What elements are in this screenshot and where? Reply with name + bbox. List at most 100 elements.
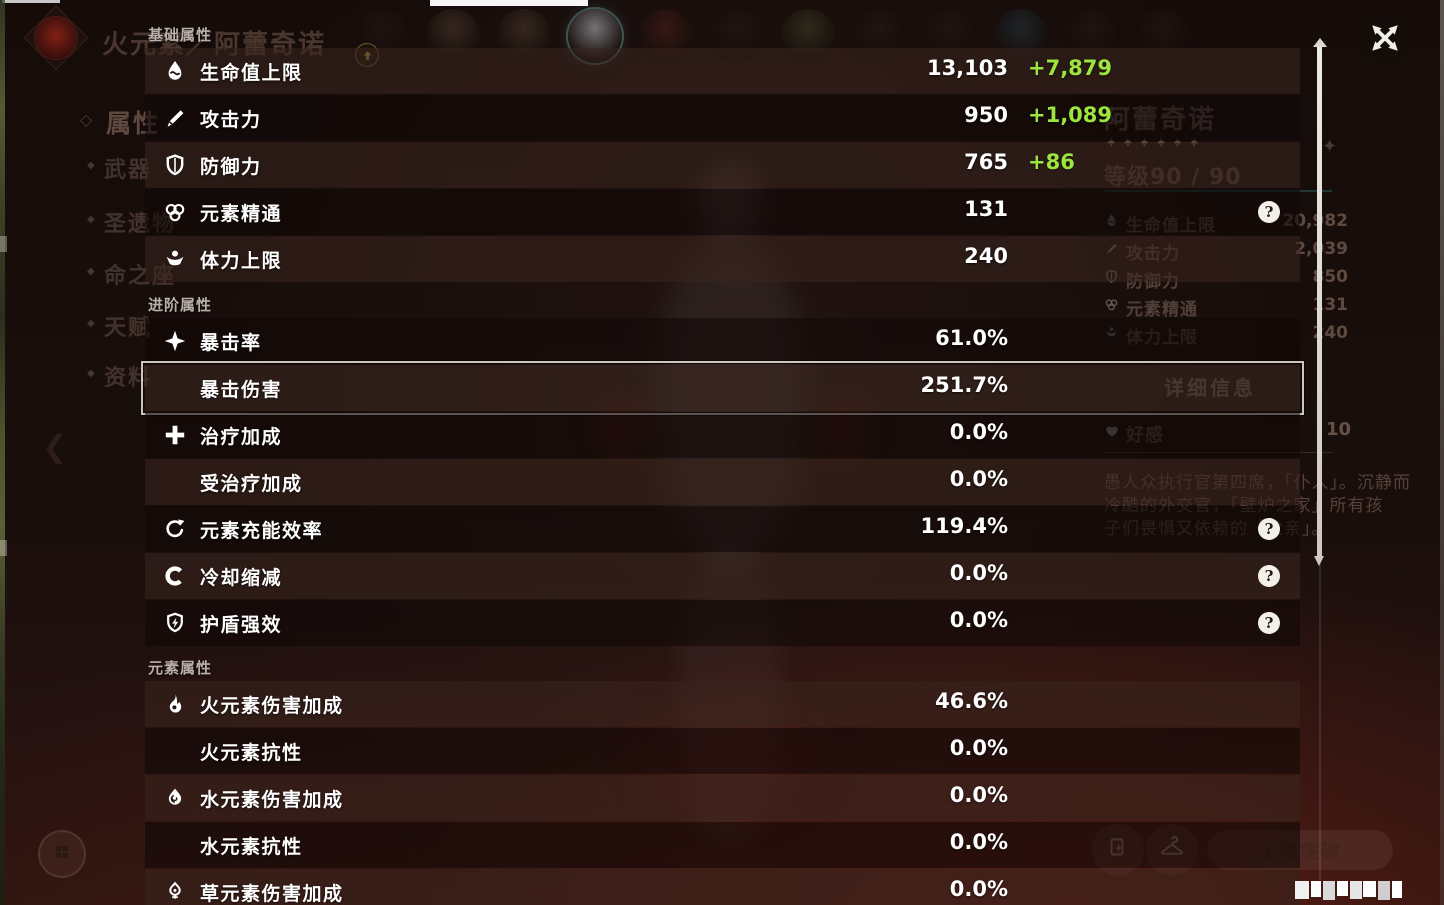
sidebar-bullet-icon: ◇ [80,110,93,129]
censor-block [1323,881,1335,900]
stat-row-1-1[interactable]: 暴击伤害 251.7% [141,361,1304,415]
stat-label: 元素充能效率 [200,520,324,542]
hp-icon [163,59,187,83]
sidebar-item-5[interactable]: 天赋 [104,316,153,341]
stat-value: 0.0% [949,467,1008,491]
stat-row-0-0[interactable]: 生命值上限 13,103 +7,879 [145,48,1300,94]
stat-value: 765 [964,150,1008,174]
stat-row-2-1[interactable]: 火元素抗性 0.0% [145,728,1300,774]
censor-block [1378,881,1390,900]
stat-row-1-0[interactable]: 暴击率 61.0% [145,318,1300,364]
stat-value: 0.0% [949,420,1008,444]
stat-label: 元素精通 [200,203,283,225]
stat-row-1-5[interactable]: 冷却缩减 0.0%? [145,553,1300,599]
stat-row-1-2[interactable]: 治疗加成 0.0% [145,412,1300,458]
friendship-value: 10 [1326,419,1352,440]
stat-row-2-0[interactable]: 火元素伤害加成 46.6% [145,681,1300,727]
world-edge-mark [0,236,7,252]
stat-label: 冷却缩减 [200,567,283,589]
scene-sparkle: ✦ [1322,136,1338,157]
stamina-icon [163,247,187,271]
sidebar-bullet-icon: ◆ [87,368,95,379]
stat-row-0-1[interactable]: 攻击力 950 +1,089 [145,95,1300,141]
stat-row-2-3[interactable]: 水元素抗性 0.0% [145,822,1300,868]
stat-label: 火元素伤害加成 [200,695,344,717]
stat-row-1-6[interactable]: 护盾强效 0.0%? [145,600,1300,646]
stat-bonus-value: +7,879 [1028,56,1113,80]
censor-block [1337,881,1348,896]
scrollbar-thumb-tip [1314,556,1324,566]
overview-grid-button[interactable] [38,830,86,878]
stat-label: 火元素抗性 [200,742,303,764]
sidebar-bullet-icon: ◆ [87,160,95,171]
help-icon[interactable]: ? [1258,201,1280,223]
pyro-emblem-core [34,16,78,60]
help-icon[interactable]: ? [1258,565,1280,587]
stat-row-0-2[interactable]: 防御力 765 +86 [145,142,1300,188]
sidebar-bullet-icon: ◆ [87,318,95,329]
help-icon[interactable]: ? [1258,518,1280,540]
def-icon [163,153,187,177]
stat-value: 0.0% [949,783,1008,807]
censor-block [1363,881,1376,897]
stat-label: 生命值上限 [200,62,303,84]
cooldown-icon [163,564,187,588]
hydro-icon [163,786,187,810]
censored-uid-mosaic [1295,881,1405,901]
close-icon [1368,21,1402,59]
section-header: 进阶属性 [148,296,213,314]
stat-value: 0.0% [949,877,1008,901]
em-icon [1104,297,1119,316]
stat-value: 13,103 [926,56,1008,80]
summary-stat-label: 元素精通 [1126,300,1198,320]
world-edge-mark [0,540,7,556]
previous-character-arrow-icon[interactable]: ❮ [42,430,68,465]
stat-value: 251.7% [920,373,1008,397]
stat-row-2-2[interactable]: 水元素伤害加成 0.0% [145,775,1300,821]
stat-value: 950 [964,103,1008,127]
em-icon [163,200,187,224]
censor-block [1350,881,1362,899]
window-artifact-right [1440,0,1444,905]
sidebar-bullet-icon: ◆ [87,214,95,225]
censor-block [1311,881,1321,897]
stat-value: 240 [964,244,1008,268]
stat-label: 暴击率 [200,332,262,354]
stat-label: 受治疗加成 [200,473,303,495]
stat-bonus-value: +1,089 [1028,103,1113,127]
healing-icon [163,423,187,447]
stat-row-0-4[interactable]: 体力上限 240 [145,236,1300,282]
close-button[interactable] [1363,18,1407,62]
censor-block [1392,881,1402,898]
stat-label: 草元素伤害加成 [200,883,344,905]
section-header: 元素属性 [148,659,213,677]
stat-bonus-value: +86 [1028,150,1075,174]
shield-strength-icon [163,611,187,635]
atk-icon [163,106,187,130]
stat-label: 体力上限 [200,250,283,272]
stat-label: 治疗加成 [200,426,283,448]
section-header: 基础属性 [148,26,213,44]
stat-label: 攻击力 [200,109,262,131]
stat-label: 暴击伤害 [200,379,283,401]
stat-value: 119.4% [920,514,1008,538]
stat-row-1-4[interactable]: 元素充能效率 119.4%? [145,506,1300,552]
stat-row-1-3[interactable]: 受治疗加成 0.0% [145,459,1300,505]
stat-value: 131 [964,197,1008,221]
stat-label: 防御力 [200,156,262,178]
sidebar-item-2[interactable]: 武器 [104,158,153,183]
scrollbar-thumb[interactable] [1317,47,1322,556]
selected-row-border [141,361,1304,415]
scrollbar-up-arrow[interactable] [1313,38,1327,47]
stat-value: 0.0% [949,608,1008,632]
stat-row-2-4[interactable]: 草元素伤害加成 0.0% [145,869,1300,905]
dendro-icon [163,880,187,904]
stat-value: 46.6% [935,689,1008,713]
stat-row-0-3[interactable]: 元素精通 131? [145,189,1300,235]
pyro-icon [163,692,187,716]
stat-value: 0.0% [949,736,1008,760]
stat-label: 水元素抗性 [200,836,303,858]
help-icon[interactable]: ? [1258,612,1280,634]
